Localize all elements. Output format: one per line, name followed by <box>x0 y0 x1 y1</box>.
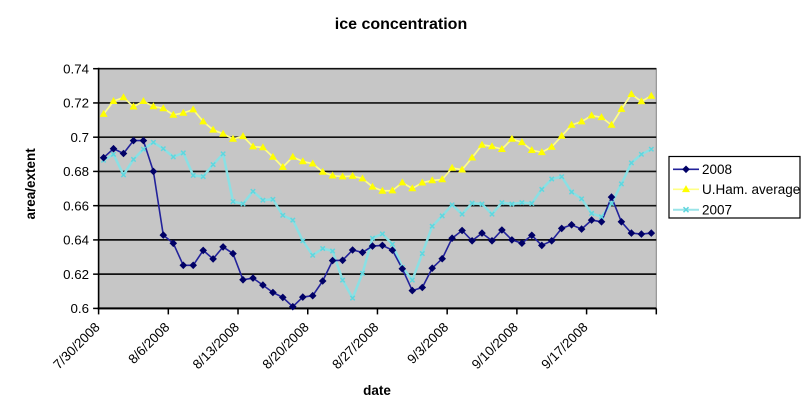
svg-text:U.Ham. average: U.Ham. average <box>702 182 800 197</box>
svg-text:ice concentration: ice concentration <box>335 16 467 33</box>
svg-text:0.7: 0.7 <box>71 130 90 145</box>
svg-text:date: date <box>363 383 391 398</box>
svg-text:0.74: 0.74 <box>63 61 89 76</box>
svg-text:0.64: 0.64 <box>63 233 89 248</box>
svg-text:0.72: 0.72 <box>63 96 89 111</box>
svg-text:0.66: 0.66 <box>63 198 89 213</box>
svg-text:0.62: 0.62 <box>63 267 89 282</box>
svg-text:0.68: 0.68 <box>63 164 89 179</box>
svg-text:2007: 2007 <box>702 202 732 217</box>
svg-text:area/extent: area/extent <box>23 148 38 220</box>
svg-text:2008: 2008 <box>702 162 732 177</box>
svg-text:0.6: 0.6 <box>71 301 90 316</box>
